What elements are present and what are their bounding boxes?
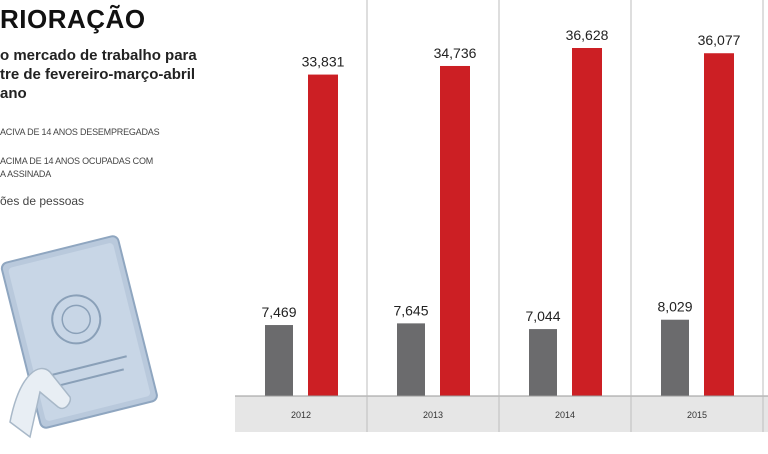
left-panel: RIORAÇÃO o mercado de trabalho para tre … — [0, 0, 235, 454]
bar-2013-s1 — [440, 65, 470, 396]
category-label-2013: 2013 — [423, 410, 443, 420]
data-label-2014-s0: 7,044 — [525, 308, 560, 324]
data-label-2015-s0: 8,029 — [657, 299, 692, 315]
bar-2014-s1 — [572, 48, 602, 396]
data-label-2012-s1: 33,831 — [302, 54, 345, 70]
category-label-2014: 2014 — [555, 410, 575, 420]
bar-2013-s0 — [397, 323, 425, 396]
data-label-2014-s1: 36,628 — [566, 27, 609, 43]
bar-2012-s1 — [308, 74, 338, 396]
bar-2015-s1 — [704, 53, 734, 396]
work-booklet-illustration — [0, 235, 158, 439]
x-axis-band — [235, 396, 768, 432]
bar-2014-s0 — [529, 329, 557, 396]
data-label-2013-s0: 7,645 — [393, 302, 428, 318]
data-label-2012-s0: 7,469 — [261, 304, 296, 320]
legend-item-unemployed: ACIVA DE 14 ANOS DESEMPREGADAS — [0, 127, 160, 137]
data-label-2015-s1: 36,077 — [698, 32, 741, 48]
category-label-2015: 2015 — [687, 410, 707, 420]
bar-2015-s0 — [661, 319, 689, 396]
data-label-2013-s1: 34,736 — [434, 45, 477, 61]
bar-chart: 7,469 33,831 7,645 34,736 7,044 36,628 8,029 36… — [235, 0, 768, 432]
page-title: RIORAÇÃO — [0, 4, 146, 34]
subtitle: o mercado de trabalho para tre de fevere… — [0, 47, 197, 102]
bar-2012-s0 — [265, 325, 293, 396]
legend-item-employed: ACIMA DE 14 ANOS OCUPADAS COM A ASSINADA — [0, 156, 154, 179]
category-label-2012: 2012 — [291, 410, 311, 420]
unit-note: ões de pessoas — [0, 194, 85, 208]
